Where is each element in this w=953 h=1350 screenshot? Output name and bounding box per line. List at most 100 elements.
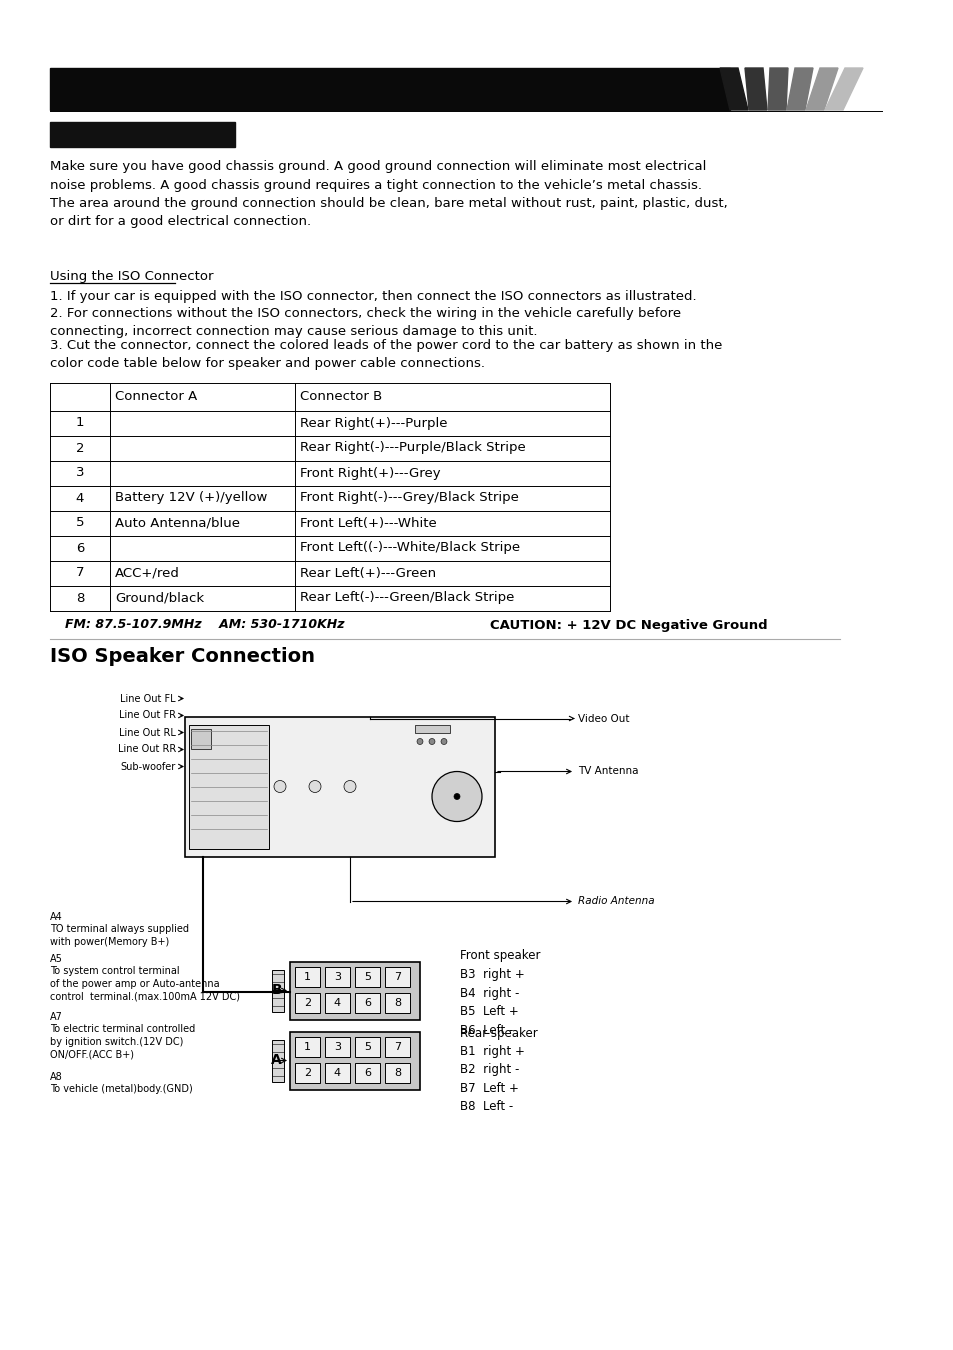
Text: 2. For connections without the ISO connectors, check the wiring in the vehicle c: 2. For connections without the ISO conne… <box>50 306 680 338</box>
Polygon shape <box>767 68 787 109</box>
Text: A8
To vehicle (metal)body.(GND): A8 To vehicle (metal)body.(GND) <box>50 1072 193 1095</box>
Circle shape <box>440 738 447 744</box>
Text: 1. If your car is equipped with the ISO connector, then connect the ISO connecto: 1. If your car is equipped with the ISO … <box>50 290 696 302</box>
Text: Rear Left(-)---Green/Black Stripe: Rear Left(-)---Green/Black Stripe <box>299 591 514 605</box>
Text: FM: 87.5-107.9MHz    AM: 530-1710KHz: FM: 87.5-107.9MHz AM: 530-1710KHz <box>65 618 344 632</box>
Circle shape <box>274 780 286 792</box>
Text: Using the ISO Connector: Using the ISO Connector <box>50 270 213 284</box>
Text: 4: 4 <box>334 1068 341 1077</box>
Text: 3: 3 <box>334 1041 340 1052</box>
Circle shape <box>416 738 422 744</box>
Bar <box>355 1062 379 1083</box>
Text: Line Out FR: Line Out FR <box>119 710 175 721</box>
Text: A5
To system control terminal
of the power amp or Auto-antenna
control  terminal: A5 To system control terminal of the pow… <box>50 953 240 1002</box>
Text: Line Out RR: Line Out RR <box>117 744 175 755</box>
Bar <box>185 717 495 856</box>
Polygon shape <box>786 68 812 109</box>
Bar <box>325 1062 350 1083</box>
Text: 3: 3 <box>334 972 340 981</box>
Text: Front Right(-)---Grey/Black Stripe: Front Right(-)---Grey/Black Stripe <box>299 491 518 505</box>
Text: Rear Left(+)---Green: Rear Left(+)---Green <box>299 567 436 579</box>
Text: Connector B: Connector B <box>299 390 382 404</box>
Circle shape <box>432 771 481 822</box>
Text: 7: 7 <box>75 567 84 579</box>
Text: 3: 3 <box>75 467 84 479</box>
Polygon shape <box>744 68 766 109</box>
Text: 8: 8 <box>75 591 84 605</box>
Text: Make sure you have good chassis ground. A good ground connection will eliminate : Make sure you have good chassis ground. … <box>50 161 727 228</box>
Text: 4: 4 <box>334 998 341 1007</box>
Text: A4
TO terminal always supplied
with power(Memory B+): A4 TO terminal always supplied with powe… <box>50 911 189 948</box>
Text: Battery 12V (+)/yellow: Battery 12V (+)/yellow <box>115 491 267 505</box>
Bar <box>50 122 234 147</box>
Bar <box>272 1040 284 1081</box>
Bar <box>191 729 211 748</box>
Bar <box>355 1037 379 1057</box>
Text: 6: 6 <box>75 541 84 555</box>
Text: A7
To electric terminal controlled
by ignition switch.(12V DC)
ON/OFF.(ACC B+): A7 To electric terminal controlled by ig… <box>50 1011 195 1060</box>
Text: ISO Speaker Connection: ISO Speaker Connection <box>50 647 314 666</box>
Text: 8: 8 <box>394 1068 400 1077</box>
Bar <box>294 1062 319 1083</box>
Text: Ground/black: Ground/black <box>115 591 204 605</box>
Bar <box>385 992 410 1012</box>
Text: 8: 8 <box>394 998 400 1007</box>
Polygon shape <box>720 68 747 109</box>
Bar <box>385 967 410 987</box>
Circle shape <box>454 794 459 799</box>
Text: Front Left(+)---White: Front Left(+)---White <box>299 517 436 529</box>
Text: Rear speaker
B1  right +
B2  right -
B7  Left +
B8  Left -: Rear speaker B1 right + B2 right - B7 Le… <box>459 1026 537 1114</box>
Bar <box>355 967 379 987</box>
Text: Video Out: Video Out <box>578 714 629 724</box>
Text: Front Right(+)---Grey: Front Right(+)---Grey <box>299 467 440 479</box>
Text: Line Out FL: Line Out FL <box>120 694 175 703</box>
Text: 2: 2 <box>304 998 311 1007</box>
Text: 5: 5 <box>364 1041 371 1052</box>
Polygon shape <box>824 68 862 109</box>
Bar <box>385 1037 410 1057</box>
Text: CAUTION: + 12V DC Negative Ground: CAUTION: + 12V DC Negative Ground <box>490 618 767 632</box>
Text: Auto Antenna/blue: Auto Antenna/blue <box>115 517 240 529</box>
Circle shape <box>429 738 435 744</box>
Text: 5: 5 <box>75 517 84 529</box>
Text: B: B <box>271 984 282 998</box>
Text: 6: 6 <box>364 998 371 1007</box>
Bar <box>294 1037 319 1057</box>
Text: 1: 1 <box>304 1041 311 1052</box>
Bar <box>355 992 379 1012</box>
Bar <box>189 725 269 849</box>
Text: Connector A: Connector A <box>115 390 197 404</box>
Text: A: A <box>271 1053 282 1068</box>
Text: 3. Cut the connector, connect the colored leads of the power cord to the car bat: 3. Cut the connector, connect the colore… <box>50 339 721 370</box>
Bar <box>290 961 419 1019</box>
Bar <box>272 969 284 1011</box>
Bar <box>50 68 729 109</box>
Circle shape <box>309 780 320 792</box>
Text: TV Antenna: TV Antenna <box>578 767 638 776</box>
Bar <box>325 967 350 987</box>
Text: 7: 7 <box>394 972 400 981</box>
Text: 6: 6 <box>364 1068 371 1077</box>
Polygon shape <box>805 68 837 109</box>
Text: Front Left((-)---White/Black Stripe: Front Left((-)---White/Black Stripe <box>299 541 519 555</box>
Text: 4: 4 <box>75 491 84 505</box>
Text: 7: 7 <box>394 1041 400 1052</box>
Text: 2: 2 <box>304 1068 311 1077</box>
Text: 5: 5 <box>364 972 371 981</box>
Text: Rear Right(-)---Purple/Black Stripe: Rear Right(-)---Purple/Black Stripe <box>299 441 525 455</box>
Text: ACC+/red: ACC+/red <box>115 567 180 579</box>
Text: Rear Right(+)---Purple: Rear Right(+)---Purple <box>299 417 447 429</box>
Bar <box>290 1031 419 1089</box>
Text: Front speaker
B3  right +
B4  right -
B5  Left +
B6  Left -: Front speaker B3 right + B4 right - B5 L… <box>459 949 540 1037</box>
Text: 1: 1 <box>304 972 311 981</box>
Text: 1: 1 <box>75 417 84 429</box>
Text: Radio Antenna: Radio Antenna <box>578 896 654 906</box>
Bar <box>294 992 319 1012</box>
Bar <box>385 1062 410 1083</box>
Text: 2: 2 <box>75 441 84 455</box>
Bar <box>415 725 450 733</box>
Bar <box>325 1037 350 1057</box>
Circle shape <box>344 780 355 792</box>
Bar <box>294 967 319 987</box>
Text: Sub-woofer: Sub-woofer <box>121 761 175 771</box>
